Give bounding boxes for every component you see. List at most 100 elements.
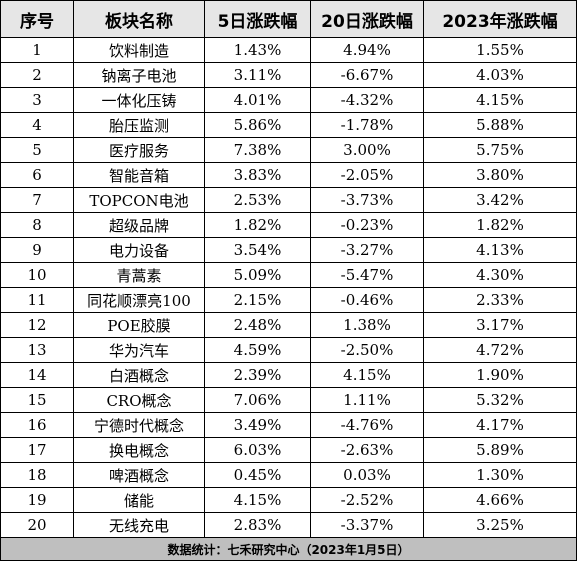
change-20day-cell: -5.47% (310, 262, 424, 288)
table-footer: 数据统计：七禾研究中心（2023年1月5日） (0, 537, 577, 561)
change-2023-cell: 1.90% (423, 362, 577, 388)
index-cell: 17 (0, 437, 74, 463)
change-2023-cell: 5.88% (423, 112, 577, 138)
change-5day-cell: 4.59% (204, 337, 311, 363)
change-2023-cell: 1.30% (423, 462, 577, 488)
sector-name-cell: TOPCON电池 (73, 187, 205, 213)
change-5day-cell: 7.38% (204, 137, 311, 163)
table-row: 8 超级品牌 1.82% -0.23% 1.82% (0, 212, 577, 238)
change-2023-cell: 3.80% (423, 162, 577, 188)
change-20day-cell: -2.05% (310, 162, 424, 188)
sector-name-cell: 换电概念 (73, 437, 205, 463)
index-cell: 7 (0, 187, 74, 213)
index-cell: 16 (0, 412, 74, 438)
table-row: 2 钠离子电池 3.11% -6.67% 4.03% (0, 62, 577, 88)
change-20day-cell: -4.32% (310, 87, 424, 113)
change-2023-cell: 4.72% (423, 337, 577, 363)
change-20day-cell: 4.15% (310, 362, 424, 388)
index-cell: 13 (0, 337, 74, 363)
change-2023-cell: 3.25% (423, 512, 577, 538)
change-20day-cell: 1.11% (310, 387, 424, 413)
change-2023-cell: 4.03% (423, 62, 577, 88)
header-index: 序号 (0, 0, 74, 38)
change-20day-cell: -3.73% (310, 187, 424, 213)
change-20day-cell: -2.52% (310, 487, 424, 513)
index-cell: 4 (0, 112, 74, 138)
change-2023-cell: 2.33% (423, 287, 577, 313)
change-20day-cell: 0.03% (310, 462, 424, 488)
index-cell: 10 (0, 262, 74, 288)
table-row: 4 胎压监测 5.86% -1.78% 5.88% (0, 112, 577, 138)
table-body: 1 饮料制造 1.43% 4.94% 1.55% 2 钠离子电池 3.11% -6.67% 4.0… (0, 37, 577, 538)
index-cell: 1 (0, 37, 74, 63)
change-5day-cell: 1.43% (204, 37, 311, 63)
sector-name-cell: 智能音箱 (73, 162, 205, 188)
index-cell: 15 (0, 387, 74, 413)
change-20day-cell: -6.67% (310, 62, 424, 88)
change-20day-cell: -1.78% (310, 112, 424, 138)
table-row: 12 POE胶膜 2.48% 1.38% 3.17% (0, 312, 577, 338)
index-cell: 12 (0, 312, 74, 338)
sector-name-cell: 超级品牌 (73, 212, 205, 238)
change-20day-cell: 1.38% (310, 312, 424, 338)
change-20day-cell: -4.76% (310, 412, 424, 438)
data-source-note: 数据统计：七禾研究中心（2023年1月5日） (0, 537, 577, 561)
sector-name-cell: 钠离子电池 (73, 62, 205, 88)
change-5day-cell: 0.45% (204, 462, 311, 488)
header-2023-change: 2023年涨跌幅 (423, 0, 577, 38)
change-5day-cell: 3.54% (204, 237, 311, 263)
sector-name-cell: 宁德时代概念 (73, 412, 205, 438)
change-5day-cell: 7.06% (204, 387, 311, 413)
sector-name-cell: 一体化压铸 (73, 87, 205, 113)
change-2023-cell: 3.17% (423, 312, 577, 338)
change-20day-cell: -2.50% (310, 337, 424, 363)
table-row: 10 青蒿素 5.09% -5.47% 4.30% (0, 262, 577, 288)
change-2023-cell: 5.75% (423, 137, 577, 163)
sector-name-cell: 华为汽车 (73, 337, 205, 363)
index-cell: 14 (0, 362, 74, 388)
change-20day-cell: 3.00% (310, 137, 424, 163)
change-5day-cell: 3.83% (204, 162, 311, 188)
change-5day-cell: 2.48% (204, 312, 311, 338)
change-5day-cell: 5.09% (204, 262, 311, 288)
header-sector-name: 板块名称 (73, 0, 205, 38)
change-2023-cell: 4.30% (423, 262, 577, 288)
change-20day-cell: -3.37% (310, 512, 424, 538)
change-2023-cell: 1.82% (423, 212, 577, 238)
sector-name-cell: 青蒿素 (73, 262, 205, 288)
change-20day-cell: -0.23% (310, 212, 424, 238)
table-row: 9 电力设备 3.54% -3.27% 4.13% (0, 237, 577, 263)
sector-name-cell: 无线充电 (73, 512, 205, 538)
change-5day-cell: 1.82% (204, 212, 311, 238)
table-row: 13 华为汽车 4.59% -2.50% 4.72% (0, 337, 577, 363)
index-cell: 18 (0, 462, 74, 488)
table-row: 15 CRO概念 7.06% 1.11% 5.32% (0, 387, 577, 413)
header-row: 序号 板块名称 5日涨跌幅 20日涨跌幅 2023年涨跌幅 (0, 0, 577, 38)
table-row: 1 饮料制造 1.43% 4.94% 1.55% (0, 37, 577, 63)
table-row: 5 医疗服务 7.38% 3.00% 5.75% (0, 137, 577, 163)
table-row: 18 啤酒概念 0.45% 0.03% 1.30% (0, 462, 577, 488)
table-row: 7 TOPCON电池 2.53% -3.73% 3.42% (0, 187, 577, 213)
change-2023-cell: 3.42% (423, 187, 577, 213)
table-row: 3 一体化压铸 4.01% -4.32% 4.15% (0, 87, 577, 113)
sector-name-cell: 饮料制造 (73, 37, 205, 63)
change-5day-cell: 6.03% (204, 437, 311, 463)
sector-name-cell: 啤酒概念 (73, 462, 205, 488)
sector-name-cell: 白酒概念 (73, 362, 205, 388)
change-2023-cell: 5.89% (423, 437, 577, 463)
change-2023-cell: 4.66% (423, 487, 577, 513)
sector-name-cell: 电力设备 (73, 237, 205, 263)
change-5day-cell: 2.15% (204, 287, 311, 313)
change-20day-cell: -3.27% (310, 237, 424, 263)
change-5day-cell: 2.83% (204, 512, 311, 538)
change-2023-cell: 4.17% (423, 412, 577, 438)
change-2023-cell: 4.13% (423, 237, 577, 263)
sector-name-cell: 医疗服务 (73, 137, 205, 163)
table-row: 16 宁德时代概念 3.49% -4.76% 4.17% (0, 412, 577, 438)
sector-name-cell: 胎压监测 (73, 112, 205, 138)
header-20day-change: 20日涨跌幅 (310, 0, 424, 38)
change-5day-cell: 5.86% (204, 112, 311, 138)
table-row: 19 储能 4.15% -2.52% 4.66% (0, 487, 577, 513)
change-2023-cell: 1.55% (423, 37, 577, 63)
